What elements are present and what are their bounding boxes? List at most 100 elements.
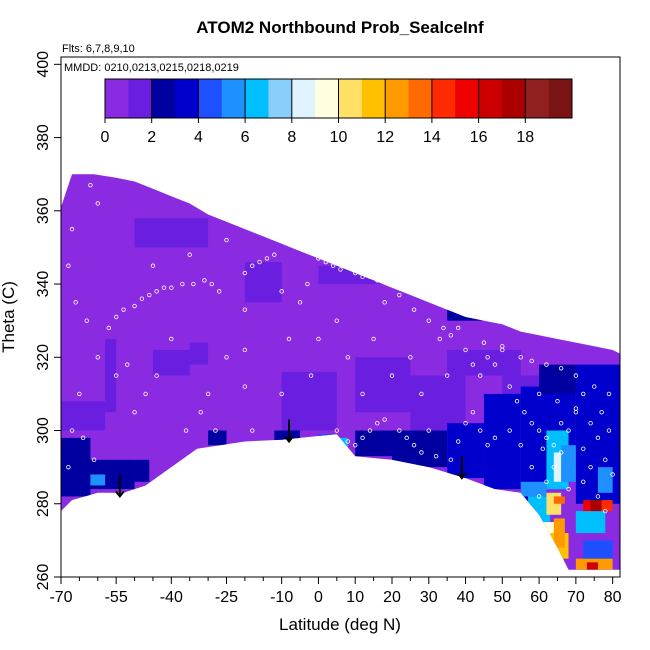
observation-point <box>444 373 450 378</box>
observation-point <box>448 457 454 463</box>
field-patch <box>152 349 190 376</box>
observation-point <box>478 373 483 378</box>
observation-point <box>514 399 520 404</box>
observation-point <box>566 486 571 492</box>
x-tick-label: 80 <box>604 589 622 606</box>
colorbar-tick-label: 4 <box>194 129 203 146</box>
chart-title: ATOM2 Northbound Prob_SealceInf <box>196 18 484 37</box>
field-patch <box>553 452 562 482</box>
observation-point <box>485 442 490 448</box>
observation-point <box>183 428 189 433</box>
observation-point <box>518 355 523 360</box>
y-axis: 260 280 300 320 340 360 380 400 <box>35 51 61 590</box>
observation-point <box>139 296 145 301</box>
observation-point <box>389 373 395 378</box>
colorbar-cell <box>478 79 503 118</box>
observation-point <box>518 442 523 448</box>
observation-point <box>279 289 284 294</box>
field-patch <box>61 401 106 431</box>
observation-point <box>529 420 534 426</box>
observation-point <box>242 307 248 312</box>
observation-point <box>507 428 512 433</box>
observation-point <box>581 391 586 397</box>
colorbar-tick-label: 6 <box>241 129 250 146</box>
field-patch <box>553 496 565 504</box>
observation-point <box>132 410 137 415</box>
observation-point <box>529 464 534 470</box>
field-patch <box>553 518 565 548</box>
observation-point <box>485 355 490 360</box>
colorbar-tick-label: 18 <box>516 129 534 146</box>
colorbar-cell <box>548 79 573 118</box>
y-tick-label: 400 <box>35 51 52 78</box>
colorbar-cell <box>408 79 433 118</box>
observation-point <box>411 307 417 312</box>
observation-point <box>323 259 328 265</box>
observation-point <box>419 391 424 397</box>
observation-point <box>69 428 75 433</box>
field-patch <box>336 437 348 449</box>
arrows <box>115 419 467 499</box>
observation-point <box>536 428 542 433</box>
observation-point <box>540 446 545 452</box>
observation-point <box>558 366 564 371</box>
observation-point <box>367 428 373 433</box>
observation-point <box>209 281 214 287</box>
observation-point <box>492 435 498 441</box>
field-patch <box>134 218 209 248</box>
observation-point <box>113 373 119 378</box>
colorbar-cell <box>525 79 550 118</box>
observation-point <box>132 303 137 309</box>
observation-point <box>360 391 365 397</box>
observation-point <box>66 263 71 268</box>
observation-point <box>338 267 343 272</box>
observation-point <box>150 263 156 268</box>
field-patch <box>483 393 521 490</box>
field-patches <box>61 218 620 570</box>
observation-point <box>492 362 498 367</box>
field-patch <box>189 342 209 365</box>
observation-point <box>360 274 365 279</box>
x-tick-label: 30 <box>420 589 438 606</box>
x-tick-label: 60 <box>530 589 548 606</box>
field-patch <box>105 338 117 413</box>
observation-point <box>481 340 487 345</box>
observation-point <box>606 391 612 397</box>
x-tick-label: 50 <box>493 589 511 606</box>
colorbar-cell <box>431 79 456 118</box>
observation-point <box>470 410 476 415</box>
observation-point <box>455 325 461 331</box>
x-tick-label: -55 <box>105 589 128 606</box>
colorbar-cell <box>361 79 386 118</box>
x-tick-label: 0 <box>314 589 323 606</box>
observation-point <box>147 292 152 298</box>
observation-point <box>448 333 454 338</box>
observation-point <box>334 318 340 323</box>
observation-point <box>437 336 442 342</box>
observation-point <box>371 336 376 342</box>
observation-point <box>305 281 310 287</box>
observation-points <box>66 182 615 514</box>
field-patch <box>583 500 591 512</box>
colorbar-cell <box>221 79 246 118</box>
x-tick-label: -40 <box>160 589 183 606</box>
y-tick-label: 260 <box>35 564 52 591</box>
observation-point <box>426 318 431 323</box>
colorbar-cell <box>501 79 526 118</box>
colorbar-tick-label: 14 <box>423 129 441 146</box>
down-arrow <box>284 419 294 444</box>
observation-point <box>124 362 130 367</box>
observation-point <box>375 278 380 283</box>
observation-point <box>143 391 148 397</box>
colorbar-cell <box>198 79 223 118</box>
colorbar-cell <box>268 79 293 118</box>
x-tick-label: 70 <box>567 589 585 606</box>
field-patch <box>281 371 337 431</box>
observation-point <box>154 373 159 378</box>
colorbar-tick-label: 10 <box>330 129 348 146</box>
observation-point <box>88 182 93 188</box>
observation-point <box>242 270 248 276</box>
colorbar-tick-label: 2 <box>147 129 156 146</box>
observation-point <box>566 428 571 433</box>
observation-point <box>191 281 196 287</box>
